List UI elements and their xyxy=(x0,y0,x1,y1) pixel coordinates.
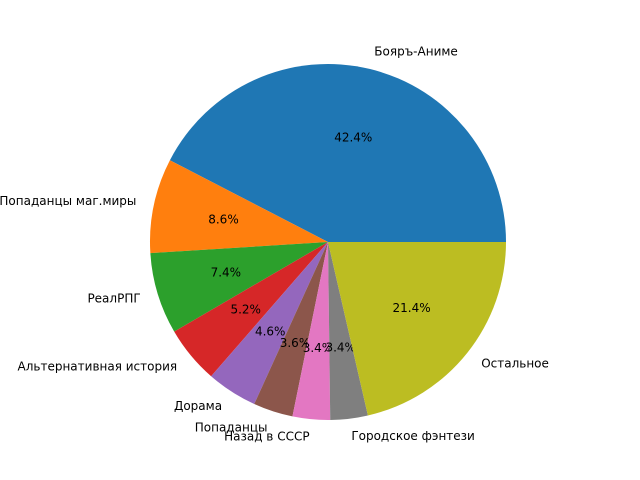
slice-label-2: РеалРПГ xyxy=(87,291,140,305)
pie-slice-0 xyxy=(169,63,506,242)
pie-slice-5 xyxy=(254,242,328,417)
pie-slice-2 xyxy=(150,242,328,332)
slice-label-7: Городское фэнтези xyxy=(351,429,475,443)
slice-percent-label-3: 5.2% xyxy=(230,303,261,317)
slice-label-0: Бояръ-Аниме xyxy=(374,44,458,58)
pie-slice-8 xyxy=(328,242,506,416)
slice-label-6: Назад в СССР xyxy=(224,429,309,443)
pie-slice-4 xyxy=(211,242,328,404)
slice-label-5: Попаданцы xyxy=(195,421,268,435)
slice-label-4: Дорама xyxy=(174,399,222,413)
slice-percent-label-7: 3.4% xyxy=(325,341,356,355)
pie-slice-7 xyxy=(328,242,368,420)
slice-percent-label-6: 3.4% xyxy=(303,341,334,355)
pie-slice-3 xyxy=(174,242,328,377)
slice-percent-label-5: 3.6% xyxy=(280,336,311,350)
slice-percent-label-8: 21.4% xyxy=(392,301,430,315)
slice-label-3: Альтернативная история xyxy=(18,359,178,373)
pie-slice-1 xyxy=(150,160,328,254)
pie-slice-6 xyxy=(292,242,331,420)
slice-percent-label-1: 8.6% xyxy=(208,213,239,227)
slice-label-8: Остальное xyxy=(481,356,549,370)
slice-percent-label-4: 4.6% xyxy=(255,324,286,338)
slice-percent-label-0: 42.4% xyxy=(334,131,372,145)
slice-label-1: Попаданцы маг.миры xyxy=(0,194,136,208)
slice-percent-label-2: 7.4% xyxy=(211,266,242,280)
